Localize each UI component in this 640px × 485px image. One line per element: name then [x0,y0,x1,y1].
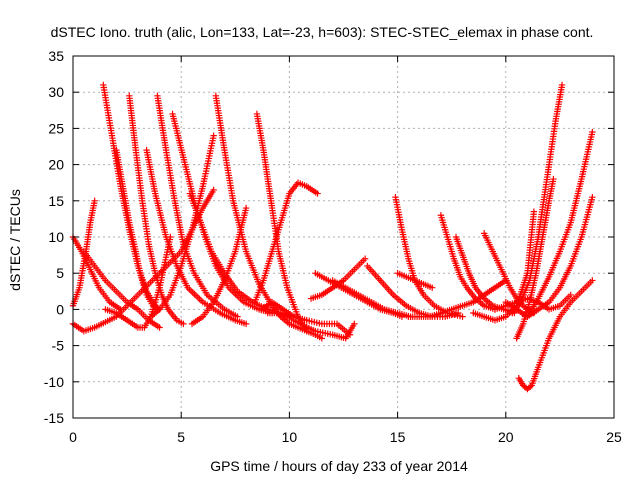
data-point-marker [589,128,596,136]
data-point-marker [558,81,566,89]
data-point-marker [567,291,574,299]
y-tick-label: -15 [44,410,64,426]
x-tick-label: 0 [69,429,77,445]
series-6-track [126,92,187,328]
x-tick-label: 5 [177,429,185,445]
data-point-marker [167,233,174,241]
series-36-track [491,291,574,313]
series-17-track [251,179,321,306]
series-35-track [502,193,596,320]
chart-title: dSTEC Iono. truth (alic, Lon=133, Lat=-2… [51,24,594,40]
series-31-track [509,81,566,317]
y-tick-label: 35 [48,48,64,64]
y-axis-label: dSTEC / TECUs [7,189,23,291]
data-point-marker [459,313,466,320]
series-12-track [102,233,174,331]
data-point-marker [91,197,98,204]
x-tick-label: 25 [606,429,622,445]
data-point-marker [429,284,436,291]
series-28-track [394,270,436,291]
y-tick-layer: -15 -10 -5 0 5 10 15 20 25 30 35 [44,48,614,426]
series-18-track [258,298,354,338]
series-8-track [154,92,241,320]
x-axis-label: GPS time / hours of day 233 of year 2014 [210,458,468,474]
x-tick-layer: 0 5 10 15 20 25 [69,56,622,445]
data-point-marker [210,132,217,139]
data-point-marker [589,277,596,284]
data-point-marker [242,320,250,328]
series-24-track [392,193,466,320]
x-tick-label: 10 [282,429,298,445]
data-point-marker [156,324,163,331]
series-15-track [212,92,326,342]
data-point-marker [210,186,217,194]
series-25-track [437,212,499,313]
series-5-track [113,146,161,313]
y-tick-label: 30 [48,84,64,100]
y-tick-label: 15 [48,193,64,209]
y-tick-label: 25 [48,120,64,136]
data-point-marker [318,335,326,342]
y-tick-label: 10 [48,229,64,245]
y-tick-label: 0 [56,301,64,317]
series-19-track [264,309,358,342]
data-point-marker [527,383,534,390]
data-point-marker [530,208,538,215]
series-14-track [188,204,250,328]
data-point-marker [242,204,250,212]
data-point-marker [180,320,187,328]
series-33-track [515,277,596,393]
y-tick-label: 5 [56,265,64,281]
y-tick-label: -10 [44,374,64,390]
y-tick-label: 20 [48,157,64,173]
data-point-marker [234,313,241,320]
data-point-marker [361,255,369,262]
data-point-marker [351,320,358,328]
data-point-marker [314,190,321,197]
x-tick-label: 15 [390,429,406,445]
series-13-track [147,132,217,320]
series-22-track [329,277,414,320]
data-point-marker [550,175,557,183]
y-tick-label: -5 [52,338,65,354]
series-32-track [513,175,557,342]
x-tick-label: 20 [498,429,514,445]
series-27-track [405,277,509,320]
data-point-marker [589,193,596,201]
data-marks-layer [69,81,596,393]
